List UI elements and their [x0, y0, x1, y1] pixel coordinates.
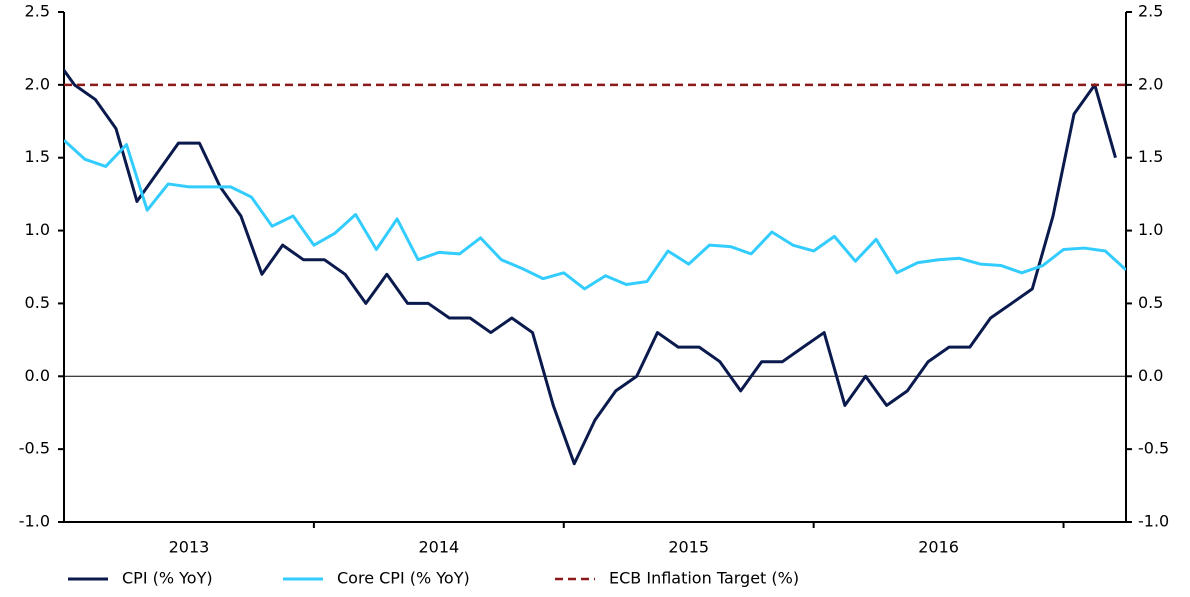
y-tick-label: -0.5 [19, 439, 50, 458]
y2-tick-label: 0.0 [1138, 366, 1163, 385]
y-tick-label: 1.0 [25, 220, 50, 239]
y2-tick-label: -0.5 [1138, 439, 1169, 458]
legend-label: ECB Inflation Target (%) [609, 569, 799, 588]
x-tick-label: 2016 [918, 538, 959, 557]
y2-tick-label: 1.0 [1138, 220, 1163, 239]
x-tick-label: 2014 [418, 538, 459, 557]
series-line [64, 139, 1126, 291]
y-tick-label: 1.5 [25, 147, 50, 166]
y-tick-label: 0.0 [25, 366, 50, 385]
y-tick-label: 2.5 [25, 2, 50, 21]
y2-tick-label: 2.0 [1138, 74, 1163, 93]
y-tick-label: 0.5 [25, 293, 50, 312]
legend-label: CPI (% YoY) [122, 569, 213, 588]
y-tick-label: -1.0 [19, 512, 50, 531]
series-line [64, 67, 1117, 466]
y2-tick-label: -1.0 [1138, 512, 1169, 531]
y2-tick-label: 1.5 [1138, 147, 1163, 166]
legend-label: Core CPI (% YoY) [337, 569, 470, 588]
x-tick-label: 2013 [169, 538, 210, 557]
y2-tick-label: 0.5 [1138, 293, 1163, 312]
y2-tick-label: 2.5 [1138, 2, 1163, 21]
x-tick-label: 2015 [668, 538, 709, 557]
plot-area [64, 67, 1126, 466]
y-tick-label: 2.0 [25, 74, 50, 93]
